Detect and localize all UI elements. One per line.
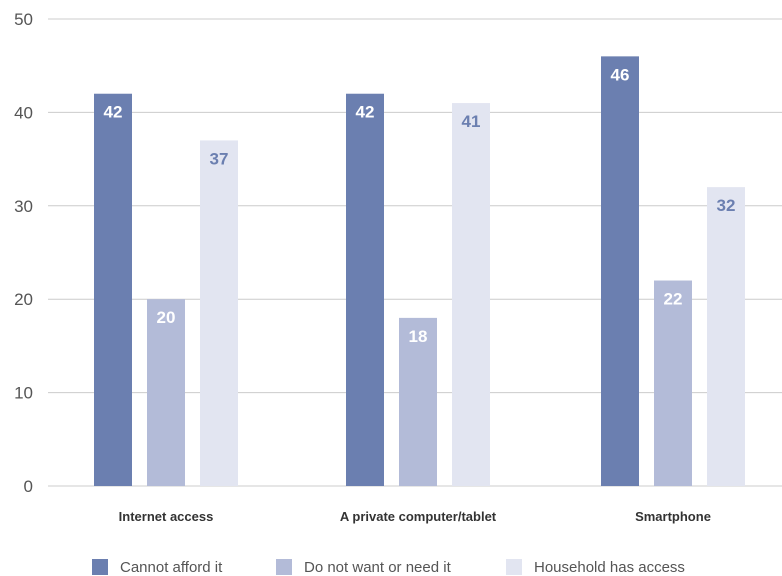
y-tick-label-40: 40 <box>14 103 33 122</box>
legend-label-household-has-access: Household has access <box>534 558 685 576</box>
legend-swatch-do-not-want <box>276 559 292 575</box>
bar-smartphone-household-has-access <box>707 187 745 486</box>
bars <box>94 56 745 487</box>
data-label-smartphone-cannot-afford-it: 46 <box>611 65 630 84</box>
data-label-internet-access-household-has-access: 37 <box>210 149 229 168</box>
data-label-smartphone-household-has-access: 32 <box>717 196 736 215</box>
y-tick-label-10: 10 <box>14 384 33 403</box>
bar-a-private-computer-tablet-do-not-want-or-need-it <box>399 317 437 486</box>
data-label-a-private-computer-tablet-do-not-want-or-need-it: 18 <box>409 327 428 346</box>
legend-label-cannot-afford: Cannot afford it <box>120 558 223 576</box>
bar-smartphone-do-not-want-or-need-it <box>654 280 692 486</box>
category-label-a-private-computer-tablet: A private computer/tablet <box>340 509 497 524</box>
bar-a-private-computer-tablet-household-has-access <box>452 103 490 486</box>
y-axis-ticks: 0 10 20 30 40 50 <box>14 10 33 496</box>
legend-item-do-not-want: Do not want or need it <box>276 558 451 576</box>
bar-internet-access-cannot-afford-it <box>94 93 132 486</box>
category-label-internet-access: Internet access <box>119 509 214 524</box>
data-labels: 42 20 37 42 18 41 46 22 32 <box>104 65 736 346</box>
y-tick-label-30: 30 <box>14 197 33 216</box>
y-tick-label-0: 0 <box>24 477 33 496</box>
legend: Cannot afford it Do not want or need it … <box>0 558 782 576</box>
legend-swatch-household-has-access <box>506 559 522 575</box>
legend-label-do-not-want: Do not want or need it <box>304 558 451 576</box>
legend-swatch-cannot-afford <box>92 559 108 575</box>
data-label-a-private-computer-tablet-cannot-afford-it: 42 <box>356 103 375 122</box>
data-label-internet-access-do-not-want-or-need-it: 20 <box>157 308 176 327</box>
data-label-a-private-computer-tablet-household-has-access: 41 <box>462 112 481 131</box>
data-label-smartphone-do-not-want-or-need-it: 22 <box>664 290 683 309</box>
y-tick-label-50: 50 <box>14 10 33 29</box>
legend-item-cannot-afford: Cannot afford it <box>92 558 222 576</box>
y-tick-label-20: 20 <box>14 290 33 309</box>
category-label-smartphone: Smartphone <box>635 509 711 524</box>
bar-internet-access-do-not-want-or-need-it <box>147 299 185 486</box>
bar-a-private-computer-tablet-cannot-afford-it <box>346 93 384 486</box>
category-labels: Internet access A private computer/tablet… <box>119 509 711 524</box>
bar-internet-access-household-has-access <box>200 140 238 487</box>
data-label-internet-access-cannot-afford-it: 42 <box>104 103 123 122</box>
legend-item-household-has-access: Household has access <box>506 558 685 576</box>
bar-smartphone-cannot-afford-it <box>601 56 639 487</box>
